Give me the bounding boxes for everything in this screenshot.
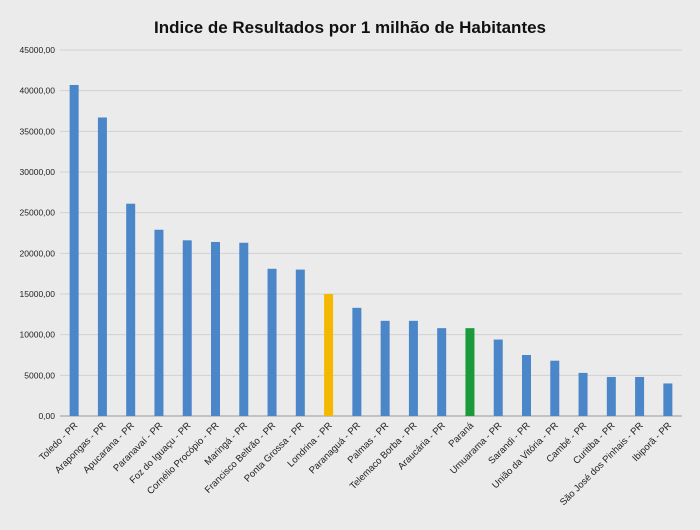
bar <box>465 328 475 416</box>
y-tick-label: 0,00 <box>38 411 55 421</box>
bar <box>635 376 645 416</box>
bar <box>154 229 164 416</box>
bar <box>606 376 616 416</box>
chart-title: Indice de Resultados por 1 milhão de Hab… <box>153 18 547 37</box>
bar <box>352 307 362 416</box>
bar <box>437 328 447 416</box>
bar <box>267 268 277 416</box>
bar <box>239 242 249 416</box>
bar <box>97 117 107 417</box>
bar <box>182 240 192 416</box>
y-tick-label: 30000,00 <box>20 167 56 177</box>
y-tick-label: 40000,00 <box>20 86 56 96</box>
y-tick-label: 15000,00 <box>20 289 56 299</box>
y-tick-label: 5000,00 <box>24 370 55 380</box>
x-tick-label: Paranavaí - PR <box>111 420 165 474</box>
bar <box>126 203 136 416</box>
bar <box>324 294 334 416</box>
bar <box>380 320 390 416</box>
y-tick-label: 45000,00 <box>20 45 56 55</box>
bar <box>578 372 588 416</box>
y-tick-label: 10000,00 <box>20 330 56 340</box>
bar <box>550 360 560 416</box>
y-tick-label: 35000,00 <box>20 126 56 136</box>
bar <box>493 339 503 416</box>
bar <box>211 241 220 416</box>
bar <box>663 383 673 416</box>
y-tick-label: 20000,00 <box>20 248 56 258</box>
y-tick-label: 25000,00 <box>20 208 56 218</box>
bar <box>295 269 305 416</box>
bar <box>69 84 79 417</box>
bar <box>408 320 418 416</box>
bar <box>522 355 531 416</box>
